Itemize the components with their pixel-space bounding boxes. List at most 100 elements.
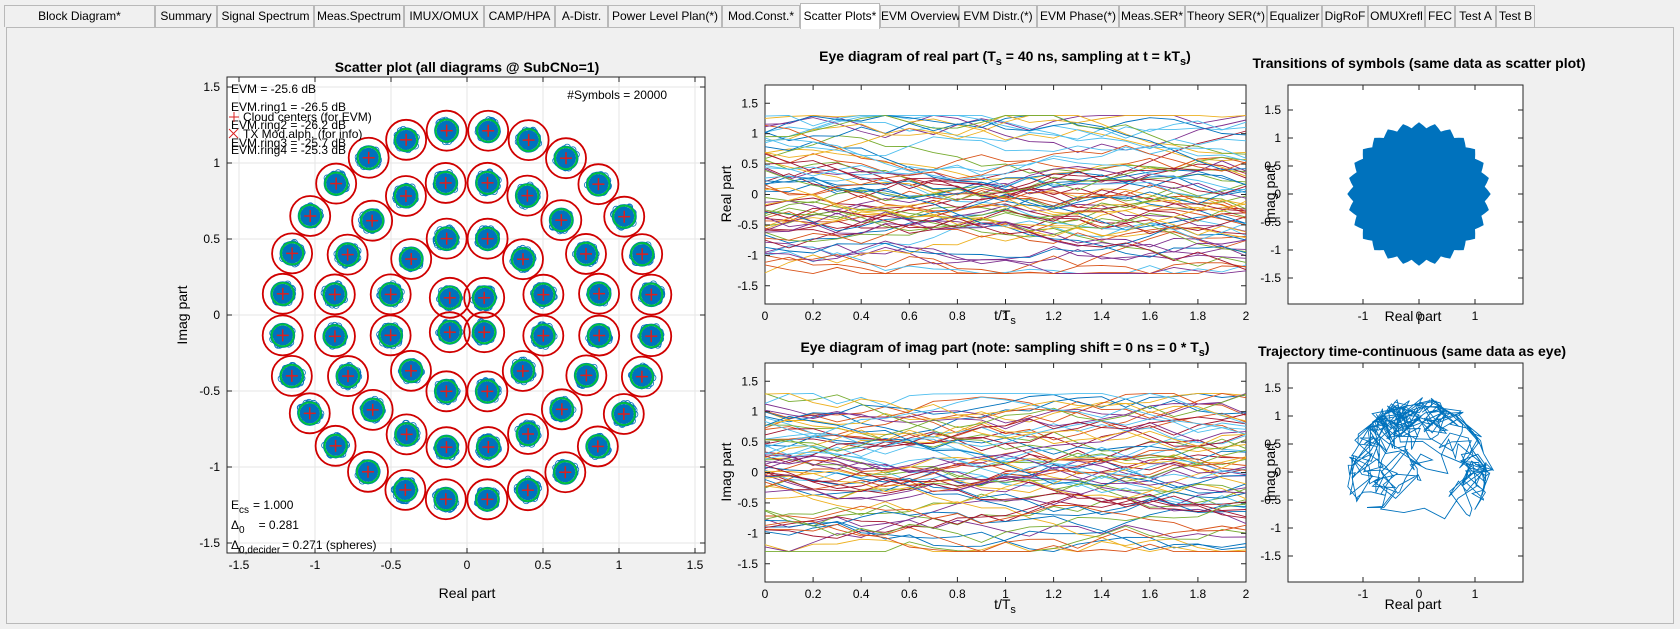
tab-scatter-plots[interactable]: Scatter Plots*: [800, 3, 880, 29]
eye-trace: [764, 137, 1247, 197]
eye-trace: [764, 421, 1247, 474]
tab-a-distr[interactable]: A-Distr.: [555, 5, 608, 27]
tx-alph-circle: [574, 241, 599, 266]
tab-test-b[interactable]: Test B: [1496, 5, 1535, 27]
tx-alph-circle: [639, 282, 664, 307]
tab-evm-phase[interactable]: EVM Phase(*): [1037, 5, 1119, 27]
decision-sphere: [326, 233, 369, 276]
x-tick-label: 1.4: [1093, 587, 1110, 601]
tab-summary[interactable]: Summary: [155, 5, 217, 27]
symbol-cloud: [501, 350, 544, 392]
tx-alph-circle: [433, 487, 458, 512]
x-tick-label: 1.8: [1190, 309, 1207, 323]
symbol-cloud: [384, 468, 427, 511]
trajectory-line: [1347, 397, 1495, 520]
tx-alph-circle: [630, 242, 655, 267]
symbol-cloud: [466, 217, 509, 260]
eye-imag-curves: [764, 392, 1247, 553]
eye-diagram-real[interactable]: 0 0.2 0.4 0.6 0.8 1 1.2 1.4 1.6 1.8 2 1.5 1 0.5 0 -0.5…: [718, 48, 1250, 327]
x-tick-label: 1.6: [1141, 587, 1158, 601]
x-tick-label: 0: [464, 558, 471, 572]
y-tick-label: -1.5: [199, 536, 220, 550]
eye-diagram-imag[interactable]: 0 0.2 0.4 0.6 0.8 1 1.2 1.4 1.6 1.8 2 1.5 1 0.5 0 -0.5…: [718, 339, 1250, 616]
eye-trace: [764, 219, 1247, 256]
eye-trace: [764, 445, 1247, 493]
tab-mod-const[interactable]: Mod.Const.*: [722, 5, 800, 27]
tab-theory-ser[interactable]: Theory SER(*): [1185, 5, 1267, 27]
tab-power-level-plan[interactable]: Power Level Plan(*): [608, 5, 722, 27]
y-tick-label: -0.5: [737, 496, 758, 510]
evm-ring3: EVM.ring3 = -25.7 dB: [231, 136, 346, 150]
eye-trace: [764, 191, 1247, 226]
tab-evm-distr[interactable]: EVM Distr.(*): [959, 5, 1037, 27]
eye-trace: [764, 124, 1247, 171]
transitions-x-ticks: -1 0 1: [1358, 85, 1479, 323]
eye-trace: [764, 216, 1247, 257]
symbol-cloud: [390, 238, 433, 280]
tx-alph-circle: [399, 358, 424, 383]
eye-trace: [764, 159, 1247, 209]
tab-block-diagram[interactable]: Block Diagram*: [4, 5, 155, 27]
tx-alph-circle: [531, 282, 556, 307]
tab-digrof[interactable]: DigRoF: [1322, 5, 1368, 27]
tab-test-a[interactable]: Test A: [1455, 5, 1496, 27]
x-tick-label: 1.8: [1190, 587, 1207, 601]
eye-imag-xlabel: t/Ts: [994, 596, 1016, 616]
symbol-cloud: [385, 175, 427, 217]
tab-meas-ser[interactable]: Meas.SER*: [1119, 5, 1185, 27]
transitions-disc: [1347, 122, 1491, 266]
tab-equalizer[interactable]: Equalizer: [1267, 5, 1322, 27]
y-tick-label: -0.5: [737, 218, 758, 232]
trajectory-plot[interactable]: -1 0 1 1.5 1 0.5 0 -0.5 -1 -1.5 Trajectory time-…: [1258, 343, 1566, 612]
tx-alph-circle: [476, 435, 501, 460]
ecs-label: E: [231, 498, 239, 512]
symbol-cloud: [466, 161, 509, 204]
eye-trace: [764, 114, 1247, 137]
scatter-title: Scatter plot (all diagrams @ SubCNo=1): [335, 59, 600, 75]
eye-trace: [764, 493, 1247, 539]
eye-trace: [764, 114, 1247, 142]
decision-sphere: [466, 217, 509, 260]
decision-sphere: [261, 314, 304, 357]
tab-meas-spectrum[interactable]: Meas.Spectrum: [314, 5, 404, 27]
scatter-y-ticks: 1.5 1 0.5 0 -0.5 -1 -1.5: [199, 80, 705, 550]
x-tick-label: 0: [1416, 309, 1423, 323]
transitions-plot[interactable]: -1 0 1 1.5 1 0.5 0 -0.5 -1 -1.5 Transitions of s…: [1253, 55, 1586, 324]
tab-imux-omux[interactable]: IMUX/OMUX: [404, 5, 484, 27]
scatter-x-ticks: -1.5 -1 -0.5 0 0.5 1 1.5: [229, 77, 704, 572]
symbol-cloud: [347, 136, 390, 179]
symbol-cloud: [507, 413, 549, 455]
tx-alph-circle: [586, 172, 611, 197]
eye-trace: [764, 516, 1247, 538]
x-tick-label: -1.5: [229, 558, 250, 572]
eye-trace: [764, 485, 1247, 553]
tab-omuxrefl[interactable]: OMUXrefl: [1368, 5, 1425, 27]
tab-signal-spectrum[interactable]: Signal Spectrum: [217, 5, 314, 27]
tx-alph-circle: [515, 478, 540, 503]
scatter-plots-panel: -1.5 -1 -0.5 0 0.5 1 1.5 1.5 1 0.5 0 -0.5 -1 -1.5 Sc…: [6, 27, 1674, 624]
tx-alph-circle: [437, 285, 462, 310]
tx-alph-circle: [639, 324, 664, 349]
y-tick-label: -1: [747, 526, 758, 540]
decision-sphere: [467, 109, 510, 152]
x-tick-label: 1: [616, 558, 623, 572]
scatter-plot[interactable]: -1.5 -1 -0.5 0 0.5 1 1.5 1.5 1 0.5 0 -0.5 -1 -1.5 Sc…: [174, 59, 706, 601]
tab-fec[interactable]: FEC: [1425, 5, 1455, 27]
decision-sphere: [385, 413, 428, 456]
tx-alph-circle: [475, 226, 500, 251]
eye-trace: [764, 426, 1247, 459]
symbol-cloud: [602, 393, 645, 435]
decision-sphere: [620, 355, 663, 398]
decision-sphere: [351, 388, 394, 431]
tx-alph-circle: [434, 226, 459, 251]
x-tick-label: 0.6: [901, 309, 918, 323]
x-tick-label: 0: [1416, 587, 1423, 601]
tab-camp-hpa[interactable]: CAMP/HPA: [484, 5, 555, 27]
eye-real-xlabel-sub: s: [1010, 315, 1016, 327]
symbol-cloud: [467, 109, 510, 152]
tab-evm-overview[interactable]: EVM Overview: [880, 5, 960, 27]
eye-trace: [764, 523, 1246, 553]
tx-alph-circle: [394, 422, 419, 447]
eye-real-curves: [764, 114, 1247, 275]
decision-sphere: [327, 355, 369, 397]
